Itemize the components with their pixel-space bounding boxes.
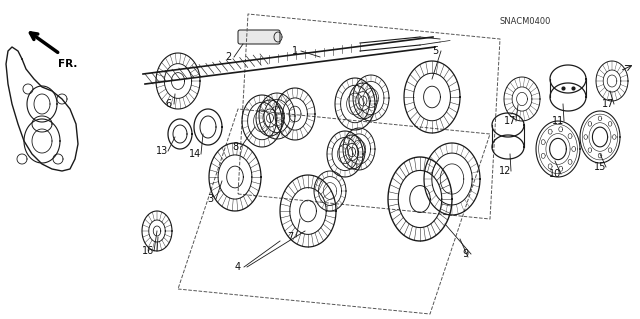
Text: 6: 6 xyxy=(165,99,171,109)
Text: 15: 15 xyxy=(594,162,606,172)
Text: FR.: FR. xyxy=(58,59,77,69)
Text: 3: 3 xyxy=(207,194,213,204)
FancyBboxPatch shape xyxy=(238,30,280,44)
Text: 12: 12 xyxy=(499,166,511,176)
Text: 10: 10 xyxy=(549,169,561,179)
Text: 1: 1 xyxy=(292,46,298,56)
Text: 11: 11 xyxy=(552,116,564,126)
Text: 17: 17 xyxy=(602,99,614,109)
Text: 13: 13 xyxy=(156,146,168,156)
Text: 14: 14 xyxy=(189,149,201,159)
Text: SNACM0400: SNACM0400 xyxy=(499,17,550,26)
Text: 4: 4 xyxy=(235,262,241,272)
Text: 2: 2 xyxy=(225,52,231,62)
Text: 8: 8 xyxy=(232,142,238,152)
Text: 5: 5 xyxy=(432,46,438,56)
Text: 17: 17 xyxy=(504,116,516,126)
Text: 7: 7 xyxy=(287,232,293,242)
Text: 16: 16 xyxy=(142,246,154,256)
Text: 9: 9 xyxy=(462,249,468,259)
